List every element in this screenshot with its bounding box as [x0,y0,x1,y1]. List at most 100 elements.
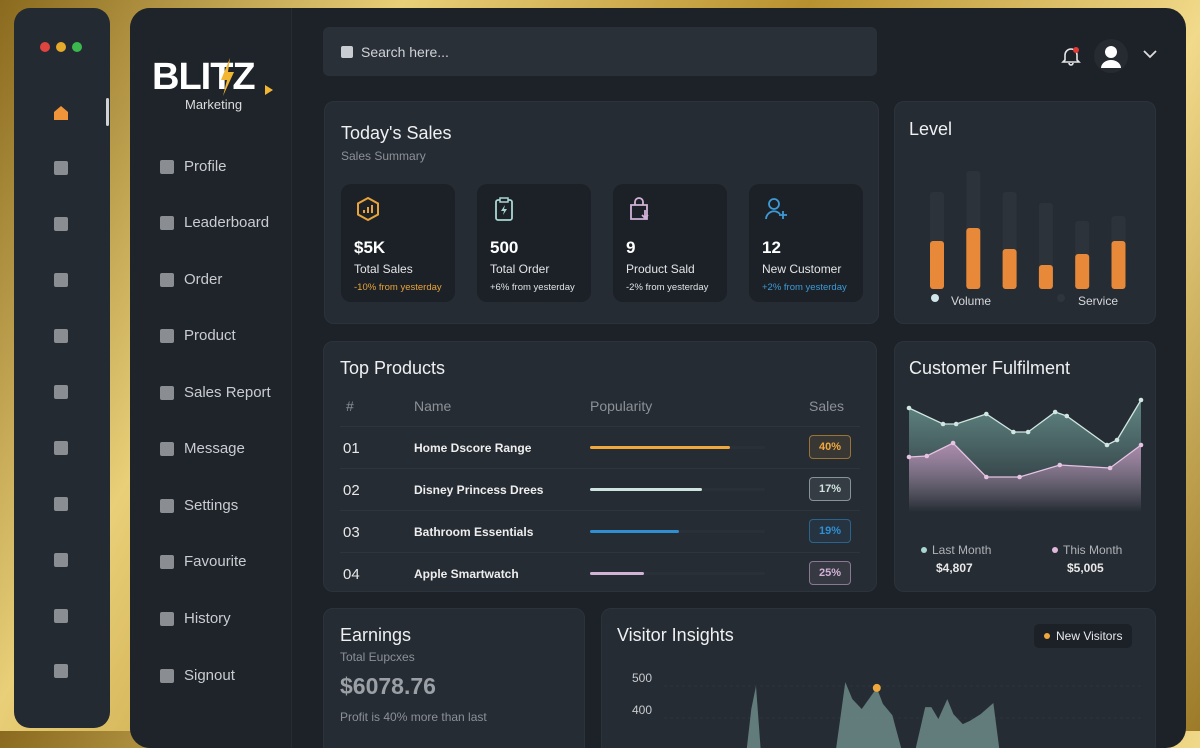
card-title: Visitor Insights [617,625,734,645]
app-icon[interactable] [54,441,68,455]
app-icon[interactable] [54,609,68,623]
stat-product-sold[interactable]: 9 Product Sald -2% from yesterday [613,184,727,302]
leaderboard-icon [160,215,174,230]
active-indicator [106,98,109,126]
app-icon[interactable] [54,161,68,175]
user-avatar[interactable] [1094,39,1128,73]
home-icon[interactable] [53,105,69,121]
history-icon [160,611,174,626]
add-user-icon [765,198,787,220]
nav-order[interactable]: Order [160,271,222,288]
table-row[interactable]: 03 Bathroom Essentials 19% [340,510,860,552]
popularity-bar [590,488,702,491]
sidebar: BLITZ Marketing Profile Leaderboard Orde… [130,8,292,748]
app-icon[interactable] [54,217,68,231]
nav-label: Message [184,440,245,457]
earnings-value: $6078.76 [340,673,436,699]
top-products-card: Top Products # Name Popularity Sales 01 … [323,341,877,592]
notification-bell-icon[interactable] [1060,45,1082,67]
sales-report-icon [160,385,174,400]
fulfilment-area-chart [906,397,1144,512]
last-month-value: $4,807 [936,561,973,575]
legend-label: New Visitors [1056,629,1123,643]
nav-label: Sales Report [184,384,271,401]
search-input[interactable]: Search here... [361,43,449,60]
legend-dot [1044,633,1050,639]
nav-label: Signout [184,667,235,684]
data-point [906,405,912,411]
product-icon [160,328,174,343]
nav-message[interactable]: Message [160,440,245,457]
customer-fulfilment-card: Customer Fulfilment Last Month $4,807 Th… [894,341,1156,592]
stat-value: 12 [762,238,781,257]
user-icon [1101,46,1121,68]
nav-profile[interactable]: Profile [160,158,227,175]
minimize-button[interactable] [56,42,66,52]
app-icon[interactable] [54,497,68,511]
table-row[interactable]: 04 Apple Smartwatch 25% [340,552,860,594]
settings-icon [160,498,174,513]
this-month-dot [1052,547,1058,553]
chevron-down-icon[interactable] [1142,48,1158,60]
nav-favourite[interactable]: Favourite [160,553,247,570]
column-header: Popularity [590,398,653,414]
earnings-note: Profit is 40% more than last [340,710,487,724]
stat-change: +2% from yesterday [762,282,847,293]
product-name: Apple Smartwatch [414,567,519,581]
data-point [1064,413,1070,419]
new-visitors-legend[interactable]: New Visitors [1034,624,1133,648]
service-legend-dot [1057,294,1065,302]
data-point [984,411,989,417]
sales-badge: 19% [809,519,851,543]
table-row[interactable]: 01 Home Dscore Range 40% [340,426,860,468]
app-icon[interactable] [54,273,68,287]
nav-label: Product [184,327,236,344]
maximize-button[interactable] [72,42,82,52]
data-point [1104,442,1110,448]
volume-legend-dot [931,294,939,302]
data-point [950,440,956,446]
nav-sales-report[interactable]: Sales Report [160,384,271,401]
level-card: Level Volume Service [894,101,1156,324]
row-number: 02 [343,482,360,499]
table-row[interactable]: 02 Disney Princess Drees 17% [340,468,860,510]
stat-new-customer[interactable]: 12 New Customer +2% from yesterday [749,184,863,302]
card-title: Customer Fulfilment [909,358,1071,378]
order-icon [160,272,174,287]
nav-history[interactable]: History [160,610,231,627]
stat-label: Total Order [490,262,550,276]
nav-signout[interactable]: Signout [160,667,235,684]
stat-total-order[interactable]: 500 Total Order +6% from yesterday [477,184,591,302]
dashboard: BLITZ Marketing Profile Leaderboard Orde… [130,8,1186,748]
stat-label: Total Sales [354,262,413,276]
last-month-label: Last Month [932,543,992,557]
chart-hexagon-icon [357,196,379,222]
profile-icon [160,159,174,174]
card-title: Top Products [340,358,446,378]
app-icon[interactable] [54,385,68,399]
product-name: Home Dscore Range [414,441,532,455]
data-point [1138,397,1144,403]
nav-label: Leaderboard [184,214,270,231]
nav-settings[interactable]: Settings [160,497,238,514]
stat-total-sales[interactable]: $5K Total Sales -10% from yesterday [341,184,455,302]
card-subtitle: Total Eupcxes [340,650,415,664]
popularity-bar [590,446,730,449]
search-bar[interactable]: Search here... [323,27,877,76]
volume-bar [1111,241,1126,289]
close-button[interactable] [40,42,50,52]
nav-leaderboard[interactable]: Leaderboard [160,214,269,231]
stat-label: New Customer [762,262,842,276]
app-icon[interactable] [54,553,68,567]
app-icon[interactable] [54,664,68,678]
nav-label: Order [184,271,223,288]
data-point [984,474,989,480]
app-icon[interactable] [54,329,68,343]
legend-service: Service [1078,294,1119,308]
nav-product[interactable]: Product [160,327,236,344]
nav-label: Favourite [184,553,247,570]
card-title: Today's Sales [341,123,452,143]
card-title: Level [909,119,953,139]
sales-badge: 17% [809,477,851,501]
volume-bar [930,241,944,289]
